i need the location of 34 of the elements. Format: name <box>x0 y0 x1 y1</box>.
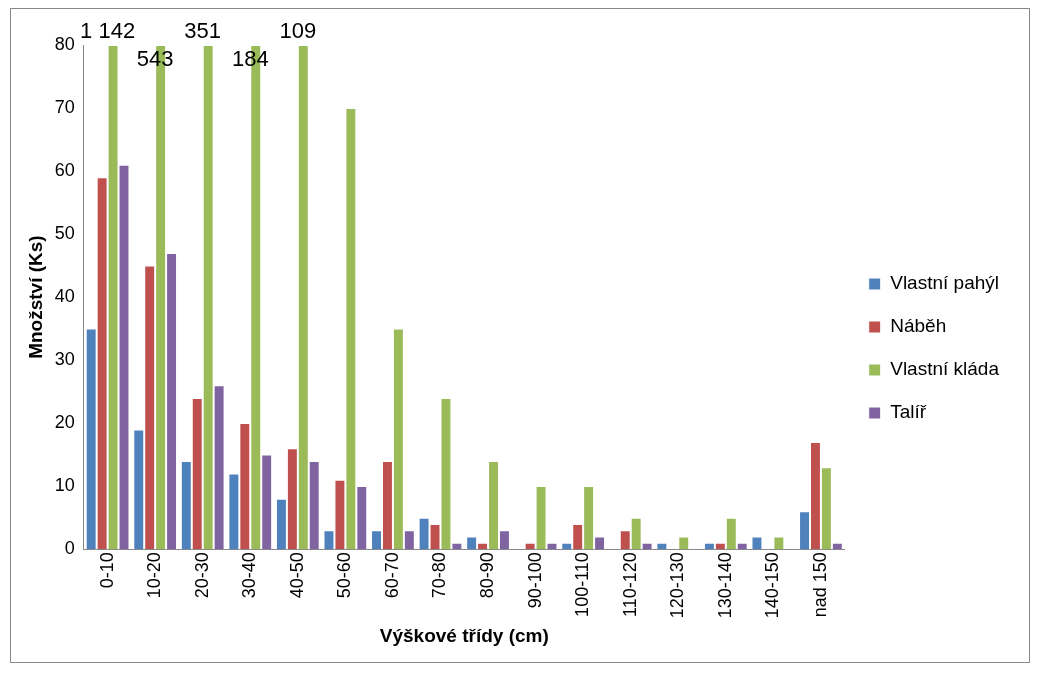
x-tick-label: 60-70 <box>381 552 402 599</box>
y-tick-label: 40 <box>54 286 75 307</box>
y-tick-label: 80 <box>54 33 75 54</box>
x-tick-label: 40-50 <box>286 552 307 599</box>
x-tick-label: nad 150 <box>809 552 830 618</box>
annotation: 1 142 <box>80 18 136 44</box>
x-tick-label: 120-130 <box>667 552 688 619</box>
legend-label: Vlastní pahýl <box>890 272 1000 294</box>
x-axis-title: Výškové třídy (cm) <box>379 624 549 646</box>
x-tick-label: 130-140 <box>714 552 735 619</box>
x-tick-label: 110-120 <box>619 552 640 617</box>
x-tick-label: 100-110 <box>572 552 593 617</box>
legend-label: Vlastní kláda <box>890 358 1000 380</box>
y-tick-label: 50 <box>54 223 75 244</box>
legend-label: Náběh <box>890 315 947 337</box>
x-tick-label: 70-80 <box>429 552 450 599</box>
legend-label: Talíř <box>890 401 927 423</box>
y-tick-label: 0 <box>64 538 75 559</box>
x-tick-label: 140-150 <box>762 552 783 619</box>
x-tick-label: 10-20 <box>144 552 165 599</box>
x-tick-label: 30-40 <box>239 552 260 599</box>
y-tick-label: 10 <box>54 475 75 496</box>
x-tick-label: 0-10 <box>96 552 117 589</box>
y-tick-label: 60 <box>54 160 75 180</box>
y-tick-label: 20 <box>54 412 75 433</box>
x-tick-label: 50-60 <box>334 552 355 599</box>
x-tick-label: 90-100 <box>524 552 545 609</box>
y-tick-label: 30 <box>54 349 75 370</box>
annotation: 351 <box>184 18 222 44</box>
y-axis-title: Množství (Ks) <box>24 235 46 359</box>
x-tick-label: 80-90 <box>477 552 498 599</box>
y-tick-label: 70 <box>54 96 75 117</box>
x-tick-label: 20-30 <box>191 552 212 599</box>
annotation: 109 <box>279 18 317 44</box>
